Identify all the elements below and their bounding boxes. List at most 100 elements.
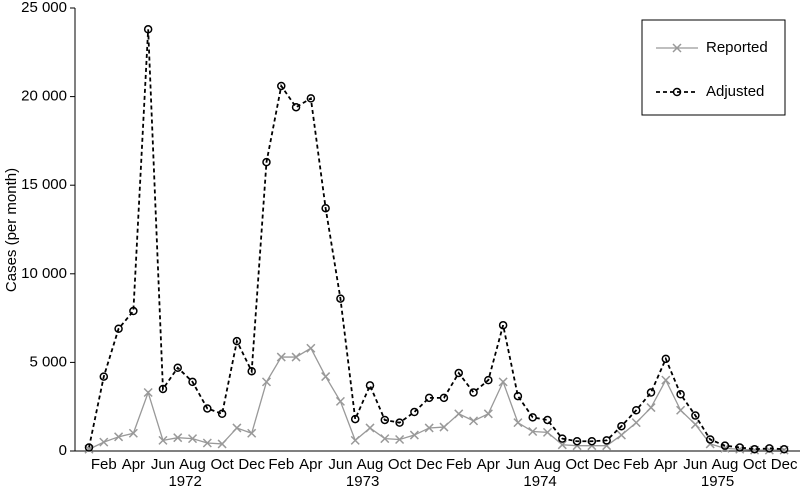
data-point xyxy=(187,434,198,444)
data-point xyxy=(439,393,449,403)
data-point xyxy=(779,444,789,454)
legend-marker xyxy=(672,43,682,53)
data-point xyxy=(720,443,730,453)
x-tick-label: Jun xyxy=(151,456,175,473)
x-tick-label: Dec xyxy=(593,456,620,473)
data-point xyxy=(705,435,715,444)
data-point xyxy=(617,421,626,431)
data-point xyxy=(469,388,478,397)
data-point xyxy=(720,441,730,450)
data-point xyxy=(484,375,493,385)
data-point xyxy=(587,437,597,446)
data-point xyxy=(602,436,611,445)
data-point xyxy=(528,426,538,437)
year-label: 1974 xyxy=(523,473,556,490)
data-point xyxy=(173,363,182,372)
x-tick-label: Aug xyxy=(357,456,384,473)
data-point xyxy=(306,94,316,103)
data-point xyxy=(247,428,257,438)
x-tick-label: Jun xyxy=(328,456,352,473)
data-point xyxy=(498,377,508,387)
legend-label: Reported xyxy=(706,39,768,56)
data-point xyxy=(691,411,700,420)
data-point xyxy=(129,306,138,316)
data-point xyxy=(646,403,656,413)
x-tick-label: Feb xyxy=(268,456,294,473)
data-point xyxy=(276,352,286,362)
data-point xyxy=(350,414,360,424)
x-tick-label: Aug xyxy=(712,456,739,473)
data-point xyxy=(114,324,123,333)
data-point xyxy=(676,390,685,399)
data-point xyxy=(395,418,404,427)
data-point xyxy=(542,427,553,437)
x-tick-label: Oct xyxy=(565,456,589,473)
data-point xyxy=(306,343,316,353)
data-point xyxy=(232,423,242,433)
year-label: 1972 xyxy=(168,473,201,490)
data-point xyxy=(513,418,523,428)
data-point xyxy=(424,393,434,403)
legend-label: Adjusted xyxy=(706,83,764,100)
data-point xyxy=(498,320,508,330)
data-point xyxy=(203,404,212,413)
data-point xyxy=(410,407,419,417)
data-point xyxy=(631,418,641,428)
y-tick-label: 10 000 xyxy=(21,265,67,282)
data-point xyxy=(188,377,197,387)
y-tick-label: 15 000 xyxy=(21,176,67,193)
data-point xyxy=(631,405,641,415)
data-point xyxy=(143,25,153,34)
data-point xyxy=(336,294,345,303)
data-point xyxy=(454,368,463,378)
x-tick-label: Jun xyxy=(506,456,530,473)
data-point xyxy=(99,437,109,447)
data-point xyxy=(380,434,390,444)
y-tick-label: 20 000 xyxy=(21,88,67,105)
data-point xyxy=(380,415,390,425)
data-point xyxy=(321,372,331,382)
data-point xyxy=(557,440,567,450)
y-tick-label: 25 000 xyxy=(21,0,67,16)
x-tick-label: Oct xyxy=(743,456,767,473)
x-tick-label: Apr xyxy=(299,456,322,473)
x-tick-label: Dec xyxy=(771,456,798,473)
x-tick-label: Jun xyxy=(683,456,707,473)
data-point xyxy=(261,377,272,387)
data-point xyxy=(616,430,626,440)
data-point xyxy=(321,203,330,213)
data-point xyxy=(291,102,301,112)
data-point xyxy=(365,423,375,433)
data-point xyxy=(765,444,774,453)
data-point xyxy=(661,354,671,364)
data-point xyxy=(543,415,552,425)
data-point xyxy=(158,435,168,445)
x-tick-label: Apr xyxy=(477,456,500,473)
data-point xyxy=(173,433,183,443)
x-tick-label: Dec xyxy=(416,456,443,473)
data-point xyxy=(202,438,212,448)
data-point xyxy=(572,437,582,446)
data-point xyxy=(424,423,434,433)
data-point xyxy=(676,405,686,415)
data-point xyxy=(661,375,671,385)
x-tick-label: Feb xyxy=(623,456,649,473)
x-tick-label: Dec xyxy=(238,456,265,473)
y-axis-label: Cases (per month) xyxy=(3,168,20,292)
data-point xyxy=(409,430,419,440)
data-point xyxy=(335,396,345,406)
data-point xyxy=(217,439,227,449)
data-point xyxy=(439,422,449,432)
data-point xyxy=(365,381,375,390)
data-point xyxy=(99,372,109,381)
data-point xyxy=(690,419,700,429)
x-tick-label: Feb xyxy=(446,456,472,473)
data-point xyxy=(247,367,256,376)
data-point xyxy=(350,435,360,445)
y-tick-label: 5 000 xyxy=(29,353,67,370)
data-point xyxy=(469,416,479,426)
x-tick-label: Apr xyxy=(654,456,677,473)
data-point xyxy=(232,336,242,346)
x-tick-label: Oct xyxy=(210,456,234,473)
legend-marker xyxy=(672,87,682,97)
